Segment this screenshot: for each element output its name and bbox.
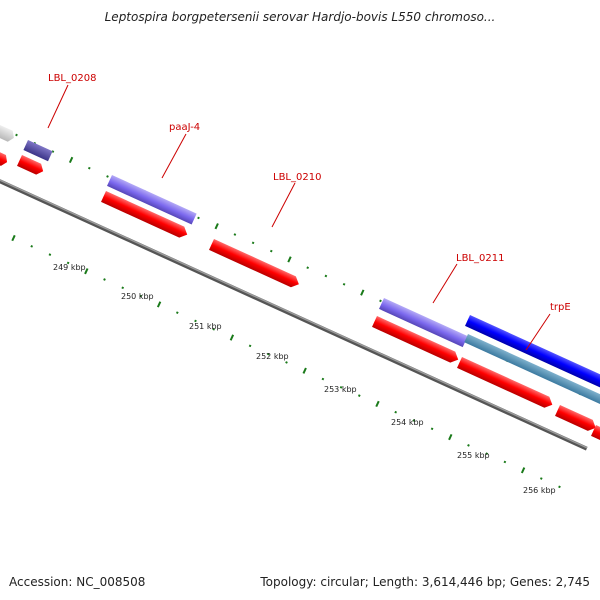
gene-lbl-0208[interactable] [23, 140, 53, 162]
gene-features [0, 116, 600, 447]
gene-label-lbl-0210: LBL_0210 [273, 172, 321, 183]
gene-label-lbl-0208: LBL_0208 [48, 73, 96, 84]
gene-grey[interactable] [0, 116, 16, 144]
backbone [0, 140, 588, 451]
gene-label-lbl-0211: LBL_0211 [456, 253, 504, 264]
gene-lbl-0210[interactable] [209, 239, 301, 290]
gene-red-lbl-0211[interactable] [372, 316, 461, 365]
gene-red-lbl-0208[interactable] [17, 155, 46, 177]
map-title: Leptospira borgpetersenii serovar Hardjo… [104, 10, 496, 24]
gene-lbl-0211[interactable] [379, 298, 468, 348]
gene-trpe[interactable] [465, 315, 600, 393]
accession-text: Accession: NC_008508 [9, 575, 146, 589]
gene-red-left[interactable] [0, 150, 10, 168]
gene-red-right-2[interactable] [591, 425, 600, 447]
tick-label-255: 255 kbp [457, 451, 490, 460]
tick-label-251: 251 kbp [189, 322, 222, 331]
tick-label-252: 252 kbp [256, 352, 289, 361]
leader-lines [47, 84, 551, 351]
gene-paaj-4[interactable] [107, 175, 197, 225]
lower-ticks [11, 234, 561, 489]
tick-label-254: 254 kbp [391, 418, 424, 427]
gene-trpe-steel[interactable] [464, 334, 600, 409]
gene-label-paaj-4: paaJ-4 [169, 122, 200, 133]
gene-red-right-1[interactable] [555, 405, 598, 433]
gene-red-paaj-4[interactable] [101, 191, 190, 240]
genome-summary-text: Topology: circular; Length: 3,614,446 bp… [260, 575, 590, 589]
gene-red-trpe[interactable] [457, 357, 555, 410]
tick-label-256: 256 kbp [523, 486, 556, 495]
tick-label-249: 249 kbp [53, 263, 86, 272]
tick-label-250: 250 kbp [121, 292, 154, 301]
gene-label-trpe: trpE [550, 302, 571, 313]
tick-label-253: 253 kbp [324, 385, 357, 394]
